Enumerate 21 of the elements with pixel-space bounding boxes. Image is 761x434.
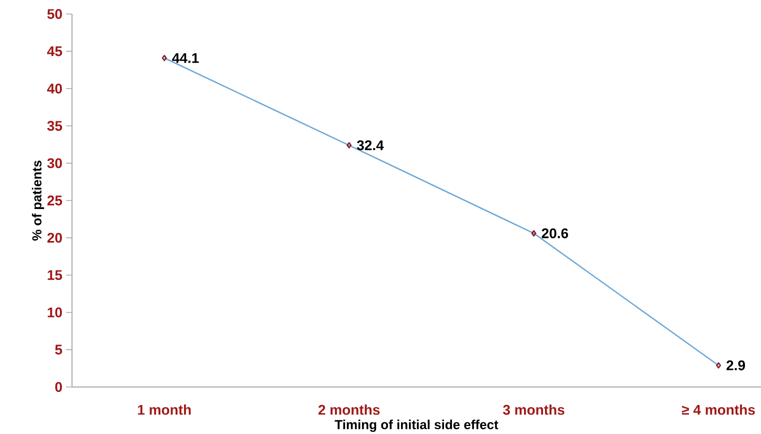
x-tick-label: ≥ 4 months	[682, 404, 755, 415]
y-tick-label: 25	[47, 196, 62, 206]
y-axis-title: % of patients	[32, 160, 44, 241]
data-label: 2.9	[726, 360, 745, 370]
data-label: 44.1	[172, 53, 199, 63]
y-tick-label: 50	[47, 9, 62, 19]
y-tick-label: 40	[47, 84, 62, 94]
y-tick-label: 0	[55, 382, 62, 392]
y-tick-label: 5	[55, 344, 62, 355]
y-tick-label: 15	[48, 270, 62, 280]
y-tick-label: 10	[48, 307, 62, 318]
y-tick-label: 45	[47, 46, 62, 56]
y-tick-label: 30	[47, 158, 62, 168]
x-axis-title: Timing of initial side effect	[334, 420, 498, 432]
y-tick-label: 20	[47, 232, 62, 243]
y-tick-label: 35	[47, 120, 62, 131]
data-label: 20.6	[542, 228, 568, 238]
x-tick-label: 1 month	[138, 404, 191, 415]
data-label: 32.4	[356, 140, 384, 150]
x-tick-label: 3 months	[503, 404, 564, 415]
x-tick-label: 2 months	[318, 404, 380, 415]
